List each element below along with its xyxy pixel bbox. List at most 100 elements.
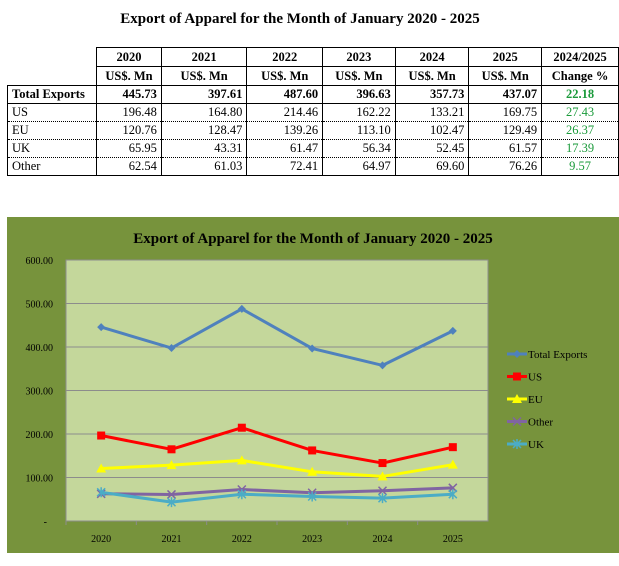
legend-marker	[512, 416, 522, 427]
series-line	[101, 458, 454, 478]
line-chart: Export of Apparel for the Month of Janua…	[7, 217, 619, 553]
data-point	[308, 446, 317, 455]
y-tick-label: 300.00	[26, 387, 54, 398]
data-point	[237, 304, 246, 313]
header-unit: Change %	[541, 66, 619, 86]
header-unit: US$. Mn	[322, 66, 396, 86]
cell-value: 43.31	[160, 139, 248, 158]
y-tick-label: 500.00	[26, 300, 54, 311]
header-change: 2024/2025	[541, 47, 619, 67]
legend-marker	[513, 350, 521, 358]
row-label: US	[6, 103, 98, 122]
row-label: UK	[6, 139, 98, 158]
cell-value: 128.47	[160, 121, 248, 140]
y-tick-label: 200.00	[26, 430, 54, 441]
cell-value: 437.07	[468, 85, 543, 104]
series-line	[100, 307, 454, 367]
chart-title: Export of Apparel for the Month of Janua…	[133, 231, 492, 247]
cell-value: 196.48	[96, 103, 162, 122]
cell-value: 214.46	[246, 103, 324, 122]
data-point	[167, 445, 176, 454]
data-point	[378, 361, 387, 370]
table-row: EU 120.76 128.47 139.26 113.10 102.47 129.49 26…	[6, 121, 619, 140]
legend-label: UK	[528, 439, 544, 451]
series-line	[100, 426, 454, 465]
x-tick-label: 2022	[232, 534, 252, 545]
data-point	[378, 459, 387, 468]
header-year: 2021	[160, 47, 248, 67]
cell-change: 17.39	[541, 139, 619, 158]
cell-value: 72.41	[246, 157, 324, 176]
cell-value: 61.47	[246, 139, 324, 158]
data-point	[96, 487, 106, 498]
cell-value: 56.34	[322, 139, 396, 158]
table-row: UK 65.95 43.31 61.47 56.34 52.45 61.57 17.39	[6, 139, 619, 158]
cell-value: 487.60	[246, 85, 324, 104]
cell-value: 62.54	[96, 157, 162, 176]
cell-value: 61.57	[468, 139, 543, 158]
legend-marker	[512, 439, 522, 449]
header-year: 2020	[96, 47, 162, 67]
legend-label: US	[528, 372, 542, 384]
table-row: Total Exports 445.73 397.61 487.60 396.63 357…	[6, 85, 619, 104]
data-point	[237, 489, 247, 500]
header-year: 2024	[394, 47, 470, 67]
y-tick-label: 100.00	[26, 474, 54, 485]
data-point	[448, 443, 457, 452]
data-point	[97, 431, 106, 440]
data-point	[307, 491, 317, 502]
table-title: Export of Apparel for the Month of Janua…	[120, 11, 480, 27]
legend-marker	[512, 394, 522, 403]
cell-value: 445.73	[96, 85, 162, 104]
header-year: 2025	[468, 47, 543, 67]
data-point	[448, 489, 458, 500]
legend-label: Total Exports	[528, 349, 587, 361]
data-point	[377, 493, 388, 504]
cell-value: 102.47	[394, 121, 470, 140]
cell-value: 357.73	[394, 85, 470, 104]
header-year: 2022	[246, 47, 324, 67]
series-line	[100, 490, 453, 504]
cell-value: 76.26	[468, 157, 543, 176]
header-row-years: 2020 2021 2022 2023 2024 2025 2024/2025	[7, 47, 619, 67]
y-tick-label: 400.00	[26, 343, 54, 354]
data-point	[237, 423, 246, 432]
header-row-units: US$. Mn US$. Mn US$. Mn US$. Mn US$. Mn …	[7, 66, 619, 86]
x-tick-label: 2024	[373, 534, 393, 545]
data-point	[377, 471, 388, 481]
data-point	[96, 463, 107, 473]
row-label: Total Exports	[6, 85, 98, 104]
table-row: US 196.48 164.80 214.46 162.22 133.21 169.75 27…	[6, 103, 619, 122]
row-label: EU	[6, 121, 98, 140]
cell-value: 69.60	[394, 157, 470, 176]
header-unit: US$. Mn	[468, 66, 543, 86]
data-point	[448, 326, 457, 335]
cell-value: 162.22	[322, 103, 396, 122]
x-tick-label: 2020	[91, 534, 111, 545]
data-point	[377, 486, 388, 496]
cell-value: 64.97	[322, 157, 396, 176]
cell-value: 129.49	[468, 121, 543, 140]
cell-value: 139.26	[246, 121, 324, 140]
data-point	[166, 460, 177, 470]
cell-value: 52.45	[394, 139, 470, 158]
series-line	[101, 486, 453, 496]
x-tick-label: 2021	[162, 534, 182, 545]
cell-value: 120.76	[96, 121, 162, 140]
cell-value: 397.61	[160, 85, 248, 104]
legend-label: EU	[528, 394, 543, 406]
x-tick-label: 2023	[302, 534, 322, 545]
data-point	[97, 323, 106, 332]
data-point	[236, 455, 247, 465]
header-unit: US$. Mn	[394, 66, 470, 86]
data-point	[447, 459, 458, 469]
legend-label: Other	[528, 417, 553, 429]
row-label: Other	[6, 157, 98, 176]
cell-change: 22.18	[541, 85, 619, 104]
chart-svg: Export of Apparel for the Month of Janua…	[26, 231, 588, 545]
data-point	[308, 344, 317, 353]
data-point	[167, 344, 176, 353]
y-tick-label: -	[44, 517, 47, 528]
header-unit: US$. Mn	[160, 66, 248, 86]
cell-value: 65.95	[96, 139, 162, 158]
